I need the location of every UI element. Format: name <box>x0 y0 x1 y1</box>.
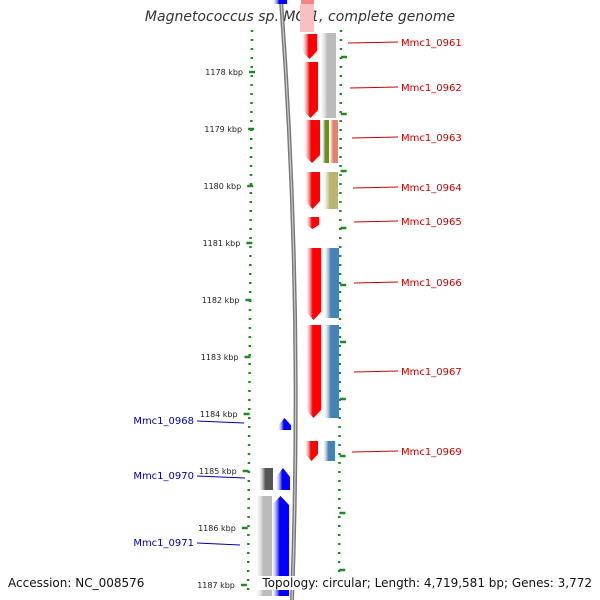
gene-label-Mmc1_0967: Mmc1_0967 <box>401 367 462 378</box>
feature-block-darkgray <box>259 468 273 490</box>
gene-arrow-Mmc1_0970 <box>276 468 290 490</box>
gene-leader-line <box>196 542 241 546</box>
gene-leader-line <box>351 450 399 453</box>
ruler-track-left <box>246 29 254 597</box>
gene-label-Mmc1_0968: Mmc1_0968 <box>133 416 194 427</box>
accession-label: Accession: NC_008576 <box>8 576 145 590</box>
ruler-label: 1186 kbp <box>198 524 236 533</box>
gene-leader-line <box>353 370 399 373</box>
gene-label-Mmc1_0969: Mmc1_0969 <box>401 447 462 458</box>
feature-block-gray <box>320 33 336 118</box>
gene-arrow-Mmc1_0966 <box>306 248 321 320</box>
ruler-label: 1181 kbp <box>203 239 241 248</box>
ruler-label: 1179 kbp <box>204 125 242 134</box>
chromosome-backbone-highlight <box>280 0 297 600</box>
gene-leader-line <box>196 475 246 479</box>
gene-arrow-Mmc1_0969 <box>305 441 318 461</box>
feature-block-steelblue <box>324 248 339 318</box>
gene-label-Mmc1_0962: Mmc1_0962 <box>401 83 462 94</box>
gene-label-Mmc1_0963: Mmc1_0963 <box>401 133 462 144</box>
ruler-track-right <box>337 29 343 597</box>
feature-block-olive <box>322 120 329 163</box>
gene-label-Mmc1_0971: Mmc1_0971 <box>133 538 194 549</box>
gene-leader-line <box>353 281 399 284</box>
feature-block-gray <box>256 496 272 596</box>
ruler-label: 1183 kbp <box>201 353 239 362</box>
gene-arrow-Mmc1_0963 <box>304 120 320 163</box>
feature-block-steelblue <box>324 325 339 418</box>
gene-leader-line <box>352 186 399 189</box>
gene-arrow-Mmc1_0967 <box>306 325 321 418</box>
feature-block-steelblue <box>323 441 335 461</box>
gene-arrow-Mmc1_0965 <box>306 217 319 229</box>
ruler-label: 1182 kbp <box>202 296 240 305</box>
feature-block-pink <box>300 4 314 32</box>
gene-leader-line <box>353 220 399 223</box>
gene-leader-line <box>349 86 399 89</box>
ruler-label: 1187 kbp <box>197 581 235 590</box>
gene-leader-line <box>196 420 245 424</box>
gene-arrow-Mmc1_0968 <box>278 418 291 430</box>
gene-label-Mmc1_0970: Mmc1_0970 <box>133 471 194 482</box>
ruler-label: 1180 kbp <box>203 182 241 191</box>
gene-leader-line <box>351 136 399 139</box>
ruler-label: 1184 kbp <box>200 410 238 419</box>
gene-arrow-reverse-partial <box>273 0 287 4</box>
feature-block-khaki <box>323 172 338 209</box>
gene-label-Mmc1_0961: Mmc1_0961 <box>401 38 462 49</box>
gene-leader-line <box>347 41 399 44</box>
gene-label-Mmc1_0966: Mmc1_0966 <box>401 278 462 289</box>
ruler-label: 1178 kbp <box>205 68 243 77</box>
gene-arrow-Mmc1_0961 <box>302 34 317 59</box>
gene-arrow-Mmc1_0971 <box>272 496 289 596</box>
gene-label-Mmc1_0965: Mmc1_0965 <box>401 217 462 228</box>
gene-label-Mmc1_0964: Mmc1_0964 <box>401 183 462 194</box>
topology-label: Topology: circular; Length: 4,719,581 bp… <box>256 576 592 590</box>
gene-arrow-Mmc1_0964 <box>305 172 320 209</box>
ruler-label: 1185 kbp <box>199 467 237 476</box>
feature-block-salmon <box>329 120 338 163</box>
gene-arrow-Mmc1_0962 <box>303 62 318 118</box>
gene-arrow-forward-partial <box>301 0 314 4</box>
